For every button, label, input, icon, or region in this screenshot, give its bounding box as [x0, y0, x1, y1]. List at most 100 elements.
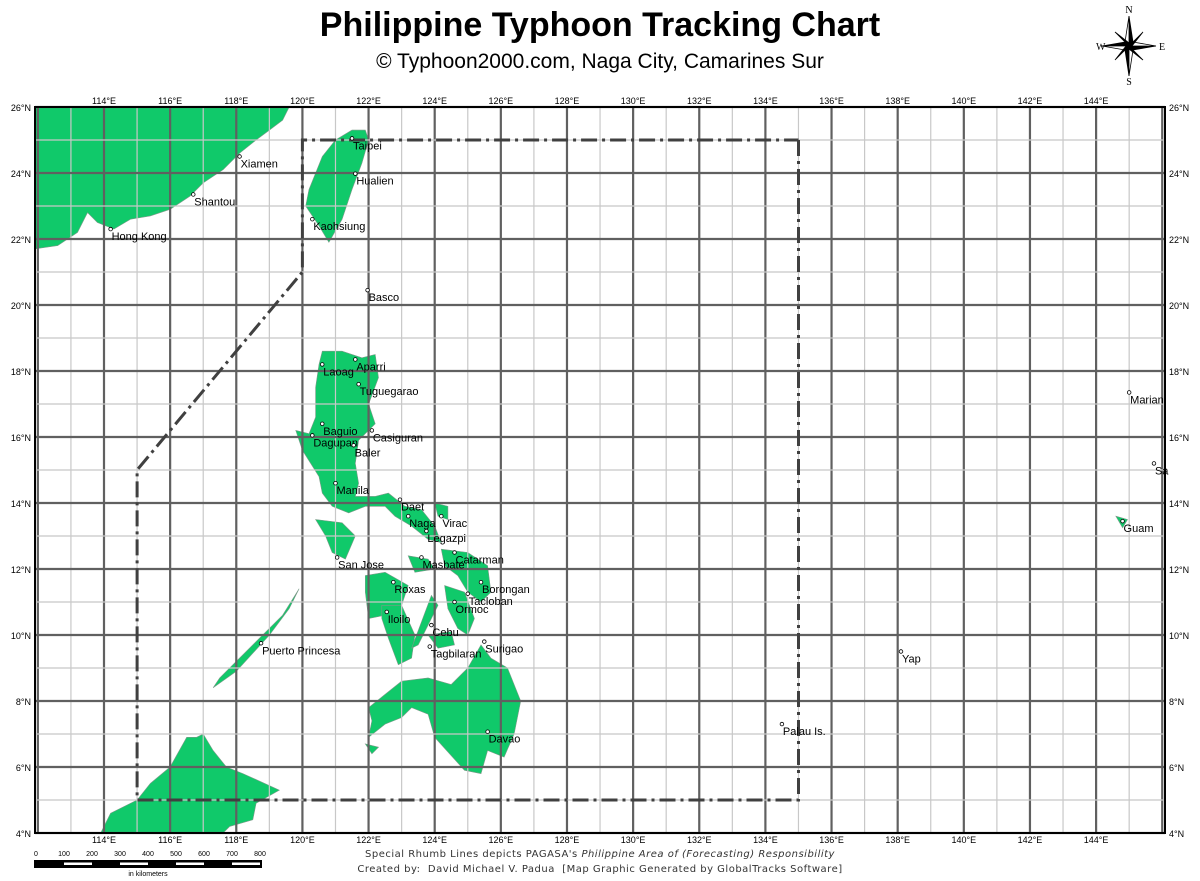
- par-boundary: [135, 138, 800, 802]
- lat-label-left: 10°N: [11, 631, 31, 641]
- lon-label-top: 128°E: [555, 96, 580, 106]
- city-dot: [427, 644, 432, 649]
- city-dot: [424, 528, 429, 534]
- city-label: Hong Kong: [112, 231, 167, 243]
- scale-segment: [120, 862, 148, 865]
- lon-label-bottom: 116°E: [158, 835, 182, 845]
- lon-label-bottom: 124°E: [422, 835, 447, 845]
- city-dot: [452, 550, 457, 555]
- lon-label-bottom: 120°E: [290, 835, 315, 845]
- city-label: Kaohsiung: [313, 221, 365, 233]
- city-label: Tagbilaran: [431, 649, 482, 661]
- lat-label-left: 18°N: [11, 367, 31, 377]
- land-borneo: [100, 733, 280, 834]
- city-label: Dagupan: [313, 437, 358, 449]
- lon-label-bottom: 134°E: [753, 835, 778, 845]
- lon-label-top: 122°E: [356, 96, 381, 106]
- city-dot: [397, 497, 403, 502]
- city-dot: [384, 609, 389, 615]
- lon-label-bottom: 138°E: [885, 835, 910, 845]
- scale-label: 800: [254, 851, 266, 858]
- city-dot: [369, 428, 375, 433]
- city-label: Palau Is.: [783, 726, 826, 738]
- lon-label-top: 138°E: [885, 96, 910, 106]
- city-marker: Puerto Princesa: [258, 641, 341, 657]
- axis-labels: 26°N 26°N 24°N 24°N 22°N 22°N 20°N 20°N 18°N 18°N…: [11, 96, 1189, 845]
- city-label: San Jose: [338, 559, 384, 571]
- city-marker: Shantou: [191, 192, 235, 208]
- lat-label-right: 12°N: [1169, 565, 1189, 575]
- lon-label-bottom: 114°E: [92, 835, 116, 845]
- city-dot: [482, 639, 487, 644]
- lon-label-top: 130°E: [621, 96, 646, 106]
- city-marker: Baguio: [320, 421, 358, 438]
- city-marker: Masbate: [419, 555, 465, 571]
- city-label: Ormoc: [456, 604, 490, 616]
- footer-par-text: Special Rhumb Lines depicts PAGASA's: [365, 849, 582, 860]
- lat-label-left: 12°N: [11, 565, 31, 575]
- city-marker: Davao: [485, 729, 520, 746]
- city-label: Manila: [336, 485, 369, 497]
- lat-label-left: 4°N: [16, 829, 31, 839]
- city-label: Tacloban: [469, 596, 513, 608]
- city-dot: [391, 580, 396, 585]
- city-dot: [365, 287, 370, 293]
- lat-label-right: 4°N: [1169, 829, 1184, 839]
- city-marker: Basco: [365, 287, 399, 304]
- city-marker: Palau Is.: [779, 721, 826, 738]
- land-catanduanes: [434, 502, 449, 520]
- city-label: Shantou: [194, 196, 235, 208]
- city-label: Yap: [902, 654, 921, 666]
- lat-label-left: 14°N: [11, 499, 31, 509]
- city-dot: [779, 721, 785, 727]
- scale-unit: in kilometers: [128, 871, 168, 878]
- lat-label-left: 24°N: [11, 169, 31, 179]
- lat-label-left: 20°N: [11, 301, 31, 311]
- lat-label-right: 18°N: [1169, 367, 1189, 377]
- city-dot: [898, 649, 904, 654]
- lat-label-right: 8°N: [1169, 697, 1184, 707]
- city-marker: Kaohsiung: [310, 216, 365, 233]
- city-dot: [419, 555, 424, 560]
- city-dot: [334, 555, 340, 560]
- footer-par-italic: Philippine Area of (Forecasting) Respons…: [581, 849, 835, 860]
- lon-label-bottom: 118°E: [224, 835, 248, 845]
- city-label: Baler: [355, 447, 381, 459]
- city-marker: Borongan: [478, 580, 530, 596]
- city-label: Xiamen: [241, 159, 278, 171]
- city-markers: Taipei Hualien Kaohsiung Basco Xiamen Shantou…: [108, 136, 1169, 746]
- city-dot: [258, 641, 264, 646]
- lon-label-top: 116°E: [158, 96, 182, 106]
- city-marker: Tacloban: [465, 591, 513, 608]
- city-dot: [478, 580, 484, 585]
- city-label: Naga: [409, 518, 436, 530]
- lat-label-right: 26°N: [1169, 103, 1189, 113]
- city-label: Casiguran: [373, 432, 423, 444]
- lon-label-bottom: 142°E: [1018, 835, 1043, 845]
- city-marker: Yap: [898, 649, 921, 666]
- city-label: Puerto Princesa: [262, 645, 341, 657]
- lon-label-top: 124°E: [422, 96, 447, 106]
- compass-south: S: [1126, 77, 1132, 87]
- lat-label-right: 14°N: [1169, 499, 1189, 509]
- city-marker: Hualien: [353, 171, 394, 188]
- city-dot: [465, 591, 470, 596]
- lon-label-top: 132°E: [687, 96, 712, 106]
- city-dot: [310, 216, 315, 222]
- city-label: Daet: [401, 502, 424, 514]
- city-dot: [1151, 461, 1157, 466]
- city-marker: Manila: [333, 481, 370, 497]
- compass-west: W: [1096, 42, 1106, 53]
- scale-label: 0: [34, 851, 38, 858]
- city-marker: Taipei: [349, 136, 382, 152]
- city-marker: San Jose: [334, 555, 384, 571]
- city-label: Masbate: [422, 559, 464, 571]
- footer-par-note: Special Rhumb Lines depicts PAGASA's Phi…: [250, 849, 950, 860]
- city-dot: [429, 622, 434, 628]
- city-marker: Laoag: [320, 362, 354, 378]
- scale-label: 200: [86, 851, 98, 858]
- lon-label-top: 140°E: [952, 96, 977, 106]
- city-dot: [485, 729, 490, 734]
- city-marker: Hong Kong: [108, 226, 167, 243]
- city-dot: [108, 226, 113, 232]
